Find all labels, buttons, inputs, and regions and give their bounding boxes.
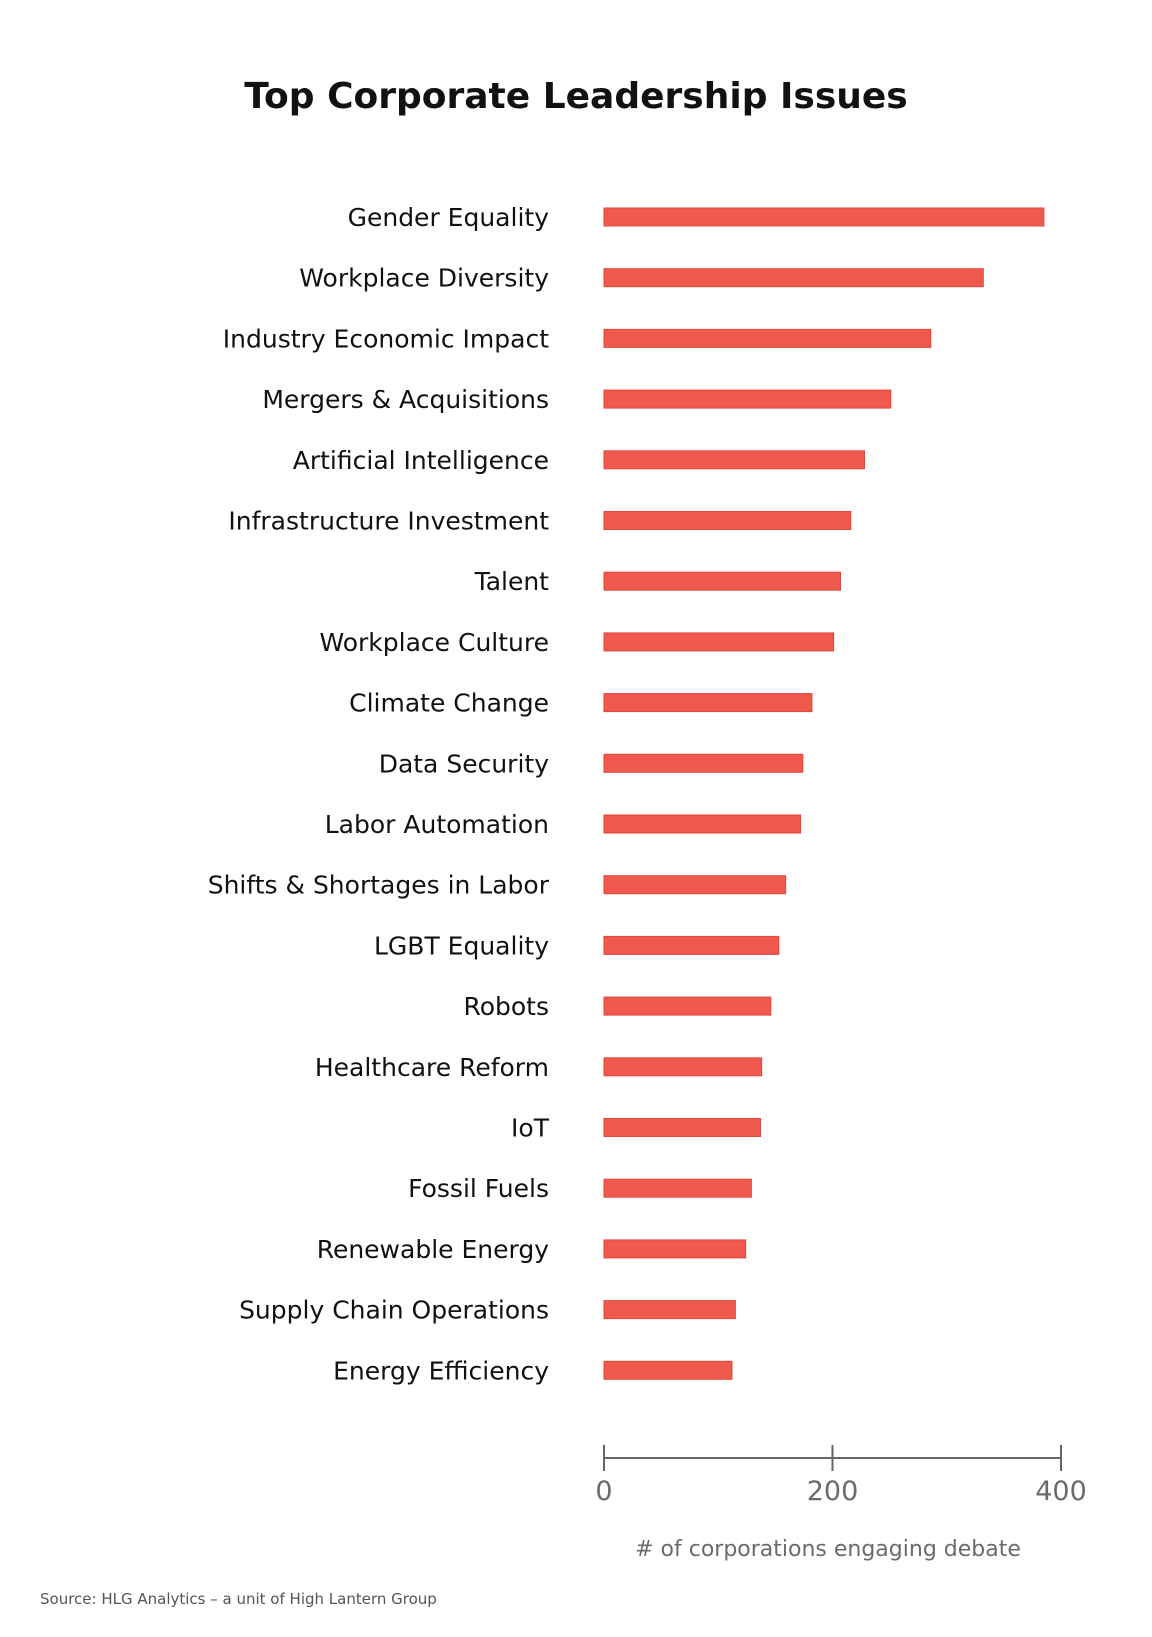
category-label: Renewable Energy (317, 1235, 549, 1264)
bar (603, 1178, 752, 1198)
category-label: Data Security (379, 749, 550, 778)
bar (603, 571, 841, 591)
category-labels-group: Gender Equality Workplace Diversity Indust… (208, 203, 550, 1385)
category-label: Robots (463, 992, 549, 1021)
bar (603, 875, 787, 895)
category-label: Energy Efficiency (333, 1356, 549, 1385)
bar (603, 753, 804, 773)
bar (603, 1239, 747, 1259)
category-label: Workplace Culture (319, 628, 549, 657)
bar (603, 1057, 763, 1077)
x-tick-label: 400 (1035, 1476, 1087, 1507)
x-tick-label: 0 (595, 1476, 612, 1507)
bar (603, 1360, 733, 1380)
category-label: Workplace Diversity (299, 264, 549, 293)
category-label: Artificial Intelligence (293, 446, 549, 475)
category-label: Shifts & Shortages in Labor (208, 871, 550, 900)
bar (603, 632, 835, 652)
bar (603, 1300, 736, 1320)
x-tick-label: 200 (807, 1476, 859, 1507)
x-axis: 0 200 400 (595, 1445, 1087, 1507)
bar (603, 814, 802, 834)
category-label: Gender Equality (348, 203, 550, 232)
category-label: IoT (511, 1114, 550, 1143)
bar (603, 268, 984, 288)
source-note: Source: HLG Analytics – a unit of High L… (40, 1590, 437, 1608)
x-axis-label: # of corporations engaging debate (635, 1537, 1021, 1562)
category-label: Healthcare Reform (315, 1053, 549, 1082)
bar (603, 511, 852, 530)
category-label: Labor Automation (325, 810, 549, 839)
bar (603, 450, 865, 470)
bar (603, 389, 892, 409)
category-label: Fossil Fuels (408, 1174, 549, 1203)
category-label: Infrastructure Investment (228, 507, 549, 536)
bar (603, 207, 1045, 227)
category-label: Supply Chain Operations (239, 1296, 549, 1325)
bar (603, 996, 772, 1016)
bar (603, 328, 932, 348)
category-label: Climate Change (349, 689, 549, 718)
bar (603, 693, 813, 713)
bar (603, 935, 780, 955)
category-label: Mergers & Acquisitions (262, 385, 549, 414)
chart-title: Top Corporate Leadership Issues (244, 76, 907, 117)
category-label: Industry Economic Impact (223, 324, 549, 353)
category-label: Talent (474, 567, 550, 596)
category-label: LGBT Equality (374, 931, 549, 960)
bar (603, 1118, 762, 1137)
bars-group (603, 207, 1045, 1380)
